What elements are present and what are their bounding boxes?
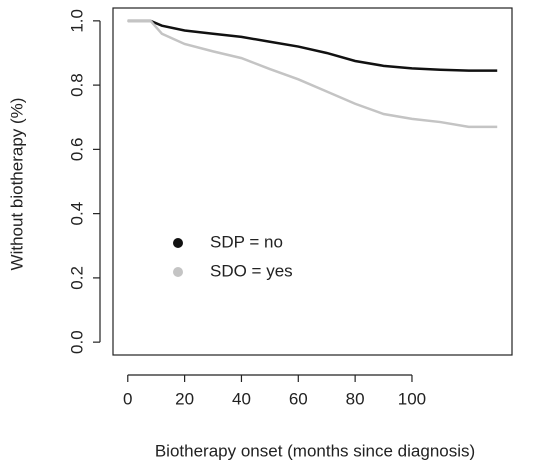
y-tick-label: 0.6 — [67, 138, 86, 162]
series-line — [127, 19, 498, 72]
y-tick-label: 0.0 — [67, 330, 86, 354]
x-axis-label: Biotherapy onset (months since diagnosis… — [155, 441, 475, 460]
y-axis-label: Without biotherapy (%) — [7, 98, 26, 271]
series-line — [127, 19, 498, 129]
y-tick-label: 1.0 — [67, 9, 86, 33]
y-tick-label: 0.8 — [67, 73, 86, 97]
y-tick-label: 0.4 — [67, 202, 86, 226]
x-tick-label: 0 — [123, 389, 132, 408]
x-tick-label: 20 — [175, 389, 194, 408]
y-tick-label: 0.2 — [67, 266, 86, 290]
legend-label: SDO = yes — [210, 261, 293, 280]
x-tick-label: 60 — [289, 389, 308, 408]
x-tick-label: 100 — [398, 389, 426, 408]
legend-marker — [173, 267, 183, 277]
plot-frame — [112, 7, 513, 356]
x-tick-label: 40 — [232, 389, 251, 408]
legend-label: SDP = no — [210, 232, 283, 251]
x-tick-label: 80 — [346, 389, 365, 408]
legend-marker — [173, 238, 183, 248]
